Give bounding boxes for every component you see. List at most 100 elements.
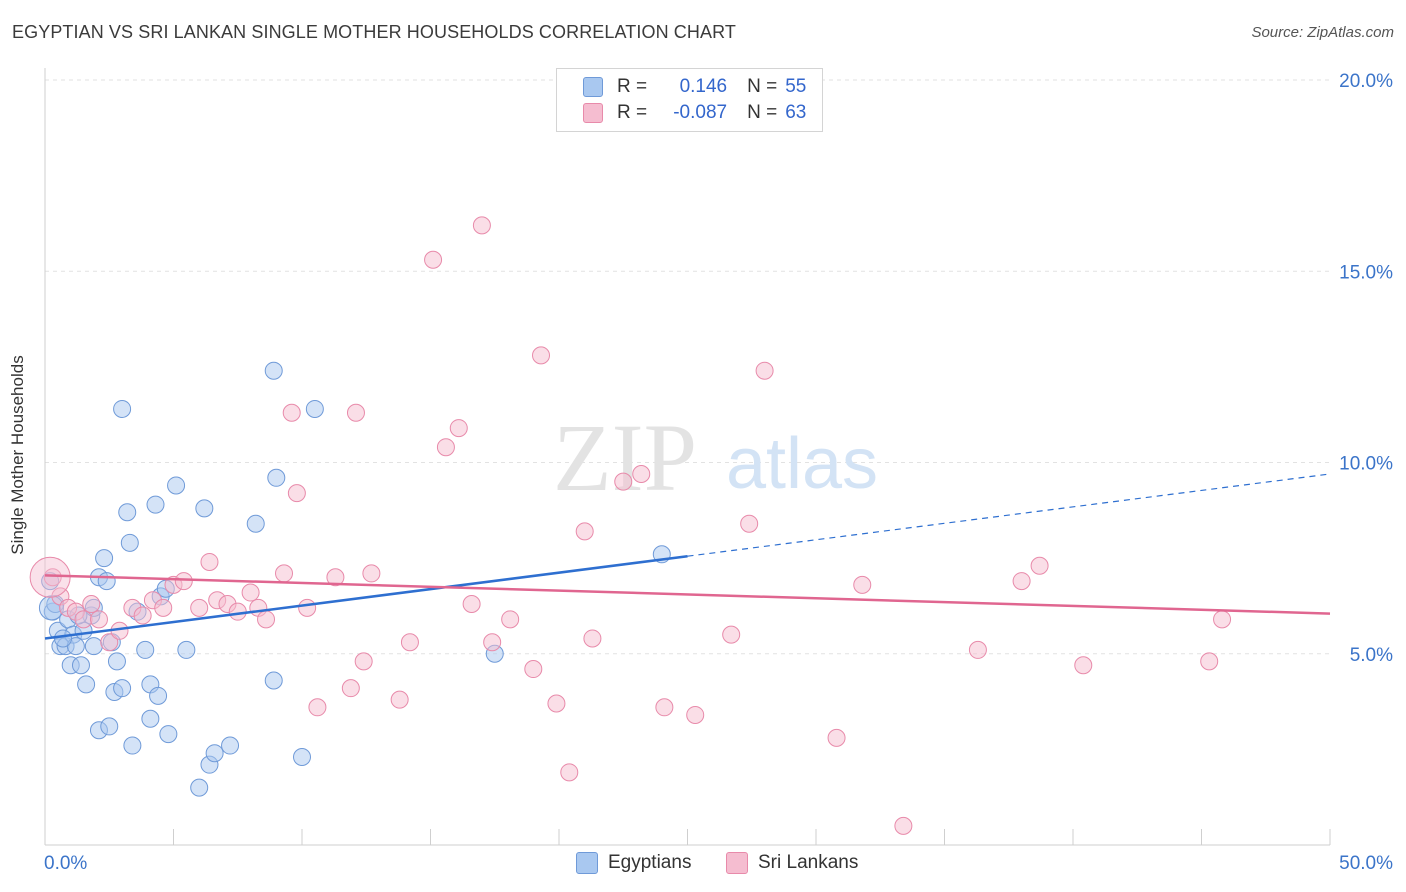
tick-labels: 5.0% 10.0% 15.0% 20.0% 0.0% 50.0% xyxy=(44,71,1393,874)
point-srilankans-59 xyxy=(1012,572,1031,591)
x-tick-label-max: 50.0% xyxy=(1339,853,1393,874)
legend-r-label: R = xyxy=(617,76,648,97)
point-egyptians-45 xyxy=(264,671,283,690)
point-egyptians-25 xyxy=(118,503,137,522)
point-egyptians-19 xyxy=(100,717,119,736)
legend-row-srilankans: R = -0.087 N = 63 xyxy=(583,101,806,125)
series-legend-egyptians[interactable]: Egyptians xyxy=(576,852,691,874)
watermark-zip: ZIP xyxy=(553,404,697,511)
point-srilankans-29 xyxy=(341,679,360,698)
point-srilankans-31 xyxy=(354,652,373,671)
point-srilankans-28 xyxy=(326,568,345,587)
point-srilankans-62 xyxy=(1200,652,1219,671)
legend-n-label: N = xyxy=(747,76,778,97)
point-srilankans-15 xyxy=(190,598,209,617)
series-legend-srilankans[interactable]: Sri Lankans xyxy=(726,852,858,874)
point-srilankans-16 xyxy=(200,552,219,571)
point-egyptians-47 xyxy=(267,468,286,487)
legend-r-value-egyptians: 0.146 xyxy=(679,76,728,97)
point-srilankans-40 xyxy=(483,633,502,652)
point-srilankans-61 xyxy=(1074,656,1093,675)
point-srilankans-10 xyxy=(133,606,152,625)
series-legend-label-srilankans: Sri Lankans xyxy=(758,852,859,873)
point-egyptians-54 xyxy=(53,629,72,648)
point-srilankans-20 xyxy=(241,583,260,602)
point-srilankans-56 xyxy=(853,575,872,594)
x-tick-label-min: 0.0% xyxy=(44,853,87,874)
point-egyptians-11 xyxy=(77,675,96,694)
point-egyptians-49 xyxy=(305,399,324,418)
point-srilankans-7 xyxy=(100,633,119,652)
point-srilankans-52 xyxy=(722,625,741,644)
source-label: Source: ZipAtlas.com xyxy=(1251,24,1394,41)
series-legend: Egyptians Sri Lankans xyxy=(0,852,1406,878)
point-srilankans-36 xyxy=(436,438,455,457)
point-egyptians-40 xyxy=(195,499,214,518)
trend-line-egyptians-extension xyxy=(687,473,1331,557)
point-srilankans-26 xyxy=(298,598,317,617)
point-srilankans-33 xyxy=(390,690,409,709)
point-egyptians-26 xyxy=(120,533,139,552)
legend-n-value-egyptians: 55 xyxy=(785,76,807,97)
point-srilankans-63 xyxy=(1213,610,1232,629)
point-egyptians-36 xyxy=(159,725,178,744)
point-egyptians-42 xyxy=(205,744,224,763)
grid-lines xyxy=(45,79,1330,655)
point-srilankans-4 xyxy=(74,610,93,629)
point-srilankans-57 xyxy=(894,816,913,835)
y-tick-label-1: 10.0% xyxy=(1339,454,1393,475)
point-srilankans-51 xyxy=(686,705,705,724)
point-srilankans-46 xyxy=(575,522,594,541)
point-srilankans-35 xyxy=(424,250,443,269)
point-srilankans-49 xyxy=(632,464,651,483)
point-srilankans-30 xyxy=(346,403,365,422)
series-legend-swatch-egyptians xyxy=(576,852,598,874)
chart-title: EGYPTIAN VS SRI LANKAN SINGLE MOTHER HOU… xyxy=(12,22,736,42)
legend-swatch-srilankans xyxy=(583,103,603,123)
point-egyptians-29 xyxy=(136,640,155,659)
point-egyptians-33 xyxy=(149,686,168,705)
point-srilankans-37 xyxy=(449,419,468,438)
point-srilankans-39 xyxy=(472,216,491,235)
point-srilankans-53 xyxy=(740,514,759,533)
trend-line-srilankans xyxy=(44,574,1331,615)
point-egyptians-32 xyxy=(146,495,165,514)
point-egyptians-22 xyxy=(107,652,126,671)
point-srilankans-47 xyxy=(583,629,602,648)
point-egyptians-39 xyxy=(190,778,209,797)
point-egyptians-31 xyxy=(141,709,160,728)
series-legend-swatch-srilankans xyxy=(726,852,748,874)
correlation-legend: R = 0.146 N = 55 R = -0.087 N = 63 xyxy=(556,68,823,132)
point-srilankans-43 xyxy=(532,346,551,365)
legend-r-value-srilankans: -0.087 xyxy=(673,102,728,123)
point-srilankans-large xyxy=(29,556,71,598)
trend-lines xyxy=(44,473,1331,640)
point-srilankans-32 xyxy=(362,564,381,583)
point-srilankans-38 xyxy=(462,595,481,614)
series-legend-label-egyptians: Egyptians xyxy=(608,852,692,873)
point-srilankans-22 xyxy=(257,610,276,629)
point-srilankans-25 xyxy=(287,484,306,503)
legend-swatch-egyptians xyxy=(583,77,603,97)
point-egyptians-27 xyxy=(123,736,142,755)
point-srilankans-54 xyxy=(755,361,774,380)
point-srilankans-5 xyxy=(82,595,101,614)
point-srilankans-41 xyxy=(501,610,520,629)
series-srilankans-points xyxy=(29,216,1232,835)
legend-row-egyptians: R = 0.146 N = 55 xyxy=(583,75,806,99)
legend-r-label: R = xyxy=(617,102,648,123)
point-srilankans-48 xyxy=(614,472,633,491)
point-srilankans-24 xyxy=(282,403,301,422)
point-srilankans-6 xyxy=(89,610,108,629)
point-srilankans-23 xyxy=(275,564,294,583)
point-egyptians-37 xyxy=(167,476,186,495)
y-tick-label-2: 15.0% xyxy=(1339,262,1393,283)
point-srilankans-60 xyxy=(1030,556,1049,575)
trend-line-egyptians xyxy=(44,554,688,640)
point-egyptians-18 xyxy=(97,572,116,591)
point-srilankans-45 xyxy=(560,763,579,782)
point-srilankans-19 xyxy=(228,602,247,621)
point-srilankans-42 xyxy=(524,660,543,679)
point-egyptians-44 xyxy=(246,514,265,533)
